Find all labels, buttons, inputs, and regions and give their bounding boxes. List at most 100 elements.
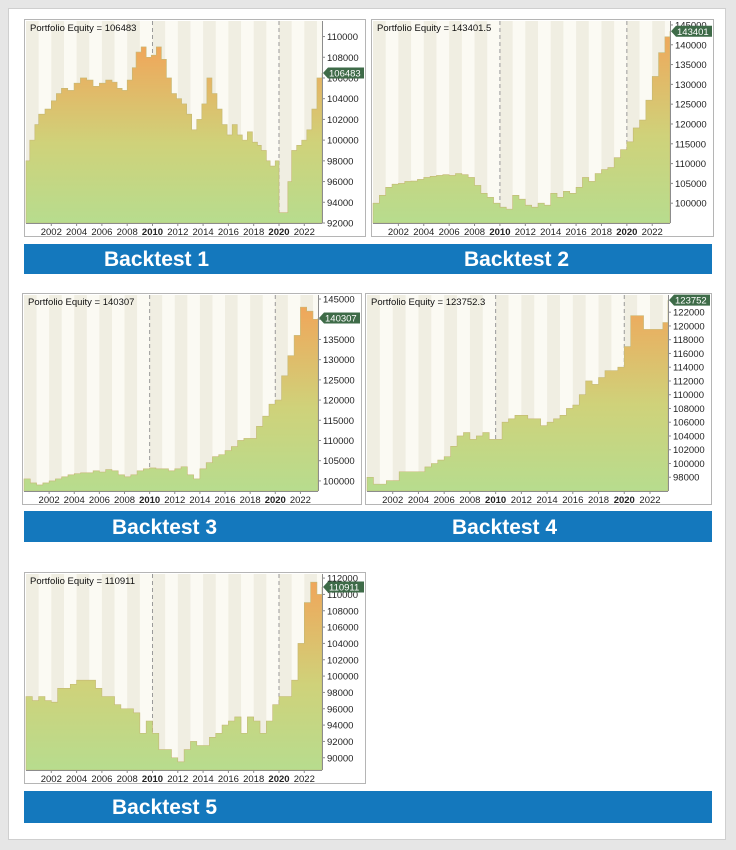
equity-area (372, 31, 671, 224)
y-tick-label: 114000 (673, 363, 704, 374)
y-tick-label: 125000 (675, 100, 707, 111)
y-tick-label: 102000 (673, 445, 705, 456)
year-band (278, 21, 292, 223)
equity-area (23, 306, 319, 492)
x-tick-label: 2012 (164, 495, 185, 505)
equity-area (25, 46, 323, 224)
x-tick-label: 2018 (240, 495, 261, 505)
y-tick-label: 145000 (323, 295, 355, 306)
y-tick-label: 115000 (323, 416, 354, 427)
y-tick-label: 100000 (673, 459, 705, 470)
banner-label-backtest-2: Backtest 2 (464, 248, 570, 271)
x-tick-label: 2004 (66, 227, 87, 237)
chart-backtest-1: 92000 94000 96000 98000 100000 102000 104000 10… (24, 19, 366, 237)
y-tick-label: 108000 (327, 606, 359, 617)
y-tick-label: 106000 (327, 73, 359, 84)
year-band (550, 21, 564, 223)
x-tick-label: 2020 (265, 495, 286, 505)
x-tick-label: 2022 (294, 774, 315, 784)
banner-row-2: Backtest 3 Backtest 4 (24, 511, 712, 542)
y-tick-label: 120000 (673, 321, 705, 332)
current-value-marker: 140307 (319, 312, 360, 325)
y-tick-label: 100000 (323, 476, 355, 487)
current-value-marker: 143401 (671, 25, 712, 38)
year-band (74, 295, 87, 491)
y-tick-label: 108000 (673, 404, 705, 415)
x-tick-label: 2006 (91, 227, 112, 237)
x-tick-label: 2018 (243, 227, 264, 237)
year-band (199, 295, 213, 491)
banner-label-backtest-5: Backtest 5 (112, 796, 218, 819)
year-band (373, 21, 386, 223)
x-tick-label: 2004 (64, 495, 85, 505)
y-tick-label: 112000 (327, 574, 358, 585)
x-tick-label: 2020 (268, 227, 289, 237)
y-tick-label: 98000 (673, 473, 699, 484)
y-tick-label: 104000 (327, 94, 359, 105)
year-band (203, 574, 216, 770)
y-tick-label: 100000 (675, 199, 707, 210)
y-tick-label: 96000 (327, 704, 353, 715)
y-tick-label: 100000 (327, 136, 359, 147)
x-tick-label: 2020 (616, 227, 637, 237)
year-band (449, 21, 462, 223)
current-value-label: 143401 (677, 27, 709, 38)
x-tick-label: 2008 (117, 227, 138, 237)
y-tick-label: 108000 (327, 53, 359, 64)
year-band (525, 21, 538, 223)
year-band (576, 21, 589, 223)
banner-label-backtest-1: Backtest 1 (104, 248, 210, 271)
x-tick-label: 2016 (566, 227, 587, 237)
y-tick-label: 110000 (675, 159, 706, 170)
y-tick-label: 118000 (673, 335, 704, 346)
current-value-label: 106483 (329, 68, 361, 79)
x-tick-label: 2022 (642, 227, 663, 237)
year-band (174, 295, 188, 491)
x-tick-label: 2022 (290, 495, 311, 505)
year-band (444, 295, 458, 491)
x-tick-label: 2008 (114, 495, 135, 505)
x-tick-label: 2016 (562, 495, 583, 505)
y-tick-label: 105000 (675, 179, 707, 190)
x-tick-label: 2008 (459, 495, 480, 505)
x-tick-label: 2008 (464, 227, 485, 237)
chart-backtest-4: 98000 100000 102000 104000 106000 108000 11000… (365, 293, 712, 505)
y-tick-label: 110000 (327, 32, 358, 43)
chart-title: Portfolio Equity = 106483 (30, 23, 136, 34)
x-tick-label: 2022 (639, 495, 660, 505)
y-tick-label: 104000 (673, 431, 705, 442)
chart-title: Portfolio Equity = 140307 (28, 297, 134, 308)
x-tick-label: 2002 (39, 495, 60, 505)
y-tick-label: 116000 (673, 349, 704, 360)
x-tick-label: 2006 (434, 495, 455, 505)
x-tick-label: 2014 (540, 227, 561, 237)
x-tick-label: 2018 (591, 227, 612, 237)
year-band (392, 295, 406, 491)
y-tick-label: 130000 (675, 80, 707, 91)
banner-row-3: Backtest 5 (24, 791, 712, 823)
x-tick-label: 2016 (214, 495, 235, 505)
y-tick-label: 104000 (327, 639, 359, 650)
chart-backtest-3: 100000 105000 110000 115000 120000 125000 1300… (22, 293, 362, 505)
x-tick-label: 2022 (294, 227, 315, 237)
x-tick-label: 2020 (614, 495, 635, 505)
equity-area (366, 300, 669, 492)
current-value-marker: 123752 (669, 294, 710, 307)
x-tick-label: 2004 (408, 495, 429, 505)
x-tick-label: 2016 (218, 227, 239, 237)
y-tick-label: 120000 (323, 396, 355, 407)
x-tick-label: 2014 (193, 774, 214, 784)
year-band (499, 21, 513, 223)
y-tick-label: 120000 (675, 119, 707, 130)
x-tick-label: 2012 (167, 774, 188, 784)
x-tick-label: 2008 (117, 774, 138, 784)
y-tick-label: 98000 (327, 156, 353, 167)
y-tick-label: 135000 (675, 60, 707, 71)
current-value-label: 140307 (325, 314, 357, 325)
x-tick-label: 2002 (41, 774, 62, 784)
x-tick-label: 2012 (511, 495, 532, 505)
banner-label-backtest-3: Backtest 3 (112, 516, 218, 539)
x-tick-label: 2012 (167, 227, 188, 237)
y-tick-label: 135000 (323, 335, 355, 346)
year-band (152, 574, 166, 770)
